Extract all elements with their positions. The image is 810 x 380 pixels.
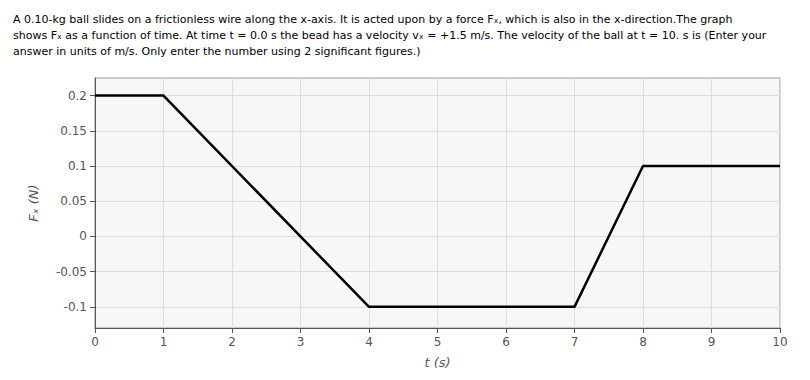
svg-text:4: 4: [365, 335, 373, 349]
svg-text:0.1: 0.1: [68, 159, 87, 173]
svg-text:answer in units of m/s. Only e: answer in units of m/s. Only enter the n…: [13, 45, 421, 58]
svg-text:1: 1: [160, 335, 168, 349]
svg-text:shows Fₓ as a function of time: shows Fₓ as a function of time. At time …: [13, 29, 767, 42]
svg-text:9: 9: [708, 335, 716, 349]
svg-text:7: 7: [571, 335, 579, 349]
svg-text:10: 10: [772, 335, 787, 349]
svg-text:A 0.10-kg ball slides on a fri: A 0.10-kg ball slides on a frictionless …: [13, 13, 732, 26]
svg-text:0: 0: [79, 229, 87, 243]
svg-text:Fₓ (N): Fₓ (N): [26, 184, 41, 221]
svg-text:6: 6: [502, 335, 510, 349]
svg-text:0.2: 0.2: [68, 89, 87, 103]
svg-text:3: 3: [297, 335, 305, 349]
svg-text:0: 0: [91, 335, 99, 349]
svg-text:0.05: 0.05: [60, 194, 87, 208]
svg-text:0.15: 0.15: [60, 124, 87, 138]
svg-text:t (s): t (s): [424, 355, 450, 370]
svg-text:5: 5: [434, 335, 442, 349]
svg-text:-0.05: -0.05: [56, 265, 87, 279]
svg-text:-0.1: -0.1: [64, 300, 87, 314]
svg-text:8: 8: [639, 335, 647, 349]
svg-text:2: 2: [228, 335, 236, 349]
